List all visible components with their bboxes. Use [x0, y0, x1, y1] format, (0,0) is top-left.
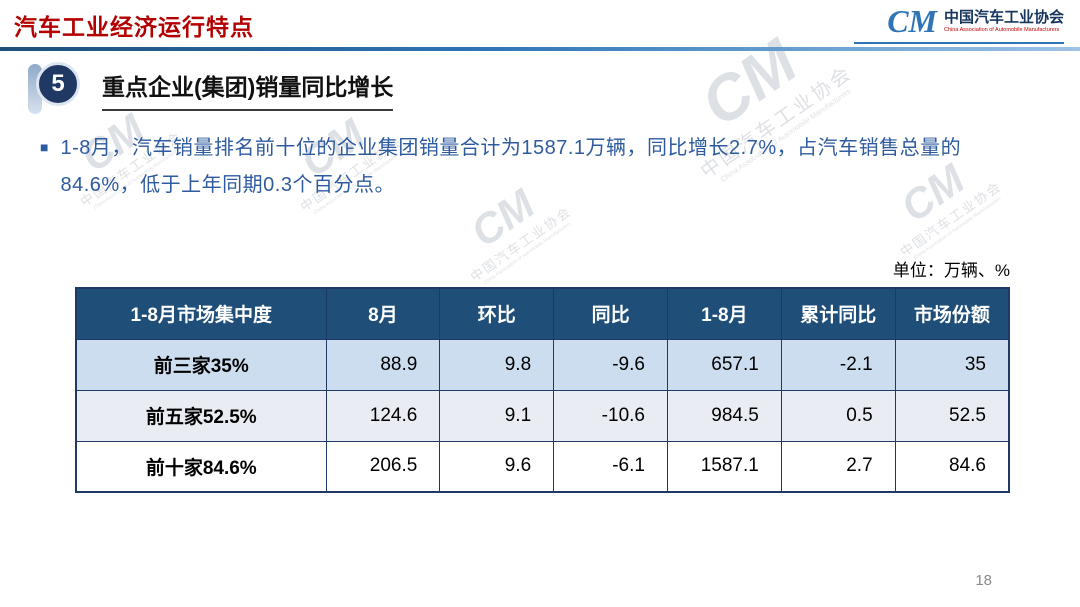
column-header: 同比: [553, 287, 668, 340]
cell-value: 984.5: [666, 389, 782, 442]
page-number: 18: [975, 572, 992, 589]
cell-value: 9.8: [439, 338, 555, 391]
market-concentration-table: 1-8月市场集中度 8月 环比 同比 1-8月 累计同比 市场份额 前三家35%…: [75, 287, 1010, 493]
caam-logo-icon: CM: [887, 3, 937, 39]
caam-logo-text: 中国汽车工业协会 China Association of Automobile…: [944, 9, 1064, 34]
column-header: 市场份额: [894, 287, 1010, 340]
cell-value: 124.6: [325, 389, 441, 442]
cell-value: -10.6: [553, 389, 668, 442]
cell-value: 9.1: [439, 389, 555, 442]
caam-logo-name-cn: 中国汽车工业协会: [943, 8, 1064, 26]
row-label: 前十家84.6%: [75, 440, 327, 493]
cell-value: -9.6: [553, 338, 668, 391]
table-row: 前三家35% 88.9 9.8 -9.6 657.1 -2.1 35: [75, 338, 1010, 391]
table-header-row: 1-8月市场集中度 8月 环比 同比 1-8月 累计同比 市场份额: [75, 287, 1010, 340]
header-divider: [0, 47, 1080, 51]
cell-value: 2.7: [780, 440, 896, 493]
column-header: 1-8月市场集中度: [75, 287, 327, 340]
column-header: 环比: [439, 287, 555, 340]
column-header: 1-8月: [666, 287, 782, 340]
column-header: 累计同比: [780, 287, 896, 340]
summary-text: 1-8月，汽车销量排名前十位的企业集团销量合计为1587.1万辆，同比增长2.7…: [60, 137, 962, 196]
section-title: 重点企业(集团)销量同比增长: [102, 68, 394, 111]
cell-value: 84.6: [894, 440, 1010, 493]
watermark-text-cn: 中国汽车工业协会: [467, 203, 575, 285]
cell-value: 52.5: [894, 389, 1010, 442]
row-label: 前三家35%: [75, 338, 327, 391]
caam-logo: CM 中国汽车工业协会 China Association of Automob…: [887, 5, 1064, 37]
table-row: 前五家52.5% 124.6 9.1 -10.6 984.5 0.5 52.5: [75, 389, 1010, 442]
section-number-badge: 5: [36, 62, 80, 106]
cell-value: 206.5: [325, 440, 441, 493]
caam-logo-name-en: China Association of Automobile Manufact…: [943, 26, 1060, 33]
logo-underline: [854, 42, 1064, 44]
summary-paragraph: ■ 1-8月，汽车销量排名前十位的企业集团销量合计为1587.1万辆，同比增长2…: [40, 130, 1040, 204]
cell-value: 9.6: [439, 440, 555, 493]
row-label: 前五家52.5%: [75, 389, 327, 442]
cell-value: 657.1: [666, 338, 782, 391]
watermark-text-en: China Association of Automobile Manufact…: [482, 220, 573, 286]
cell-value: -6.1: [553, 440, 668, 493]
table-row: 前十家84.6% 206.5 9.6 -6.1 1587.1 2.7 84.6: [75, 440, 1010, 493]
table-unit-label: 单位：万辆、%: [892, 261, 1010, 280]
column-header: 8月: [325, 287, 441, 340]
cell-value: 1587.1: [666, 440, 782, 493]
cell-value: 0.5: [780, 389, 896, 442]
bullet-square-icon: ■: [40, 139, 49, 155]
cell-value: 88.9: [325, 338, 441, 391]
cell-value: -2.1: [780, 338, 896, 391]
cell-value: 35: [894, 338, 1010, 391]
page-title: 汽车工业经济运行特点: [14, 14, 254, 40]
